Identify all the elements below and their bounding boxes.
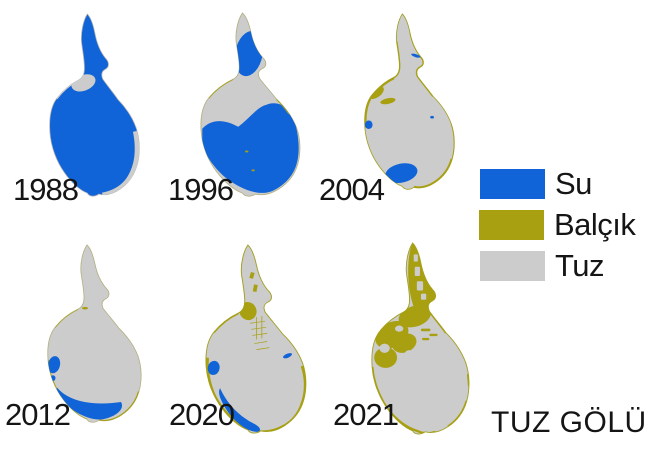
year-label-2004: 2004 [319,172,385,207]
lake-map-2020-graphic [205,244,307,434]
lake-map-2004-graphic [364,13,455,190]
legend-swatch-balcik [479,210,544,240]
year-label-2020: 2020 [169,397,235,432]
map-1996 [198,12,304,200]
year-label-2012: 2012 [5,397,71,432]
year-label-2021: 2021 [333,397,399,432]
map-2020 [203,244,310,437]
legend-item-su: Su [480,168,592,200]
map-1988 [47,13,143,200]
legend-item-balcik: Balçık [479,207,636,242]
map-2021 [369,242,473,438]
legend-label-tuz: Tuz [555,248,605,283]
lake-map-2021-graphic [371,242,470,435]
map-2004 [362,13,458,193]
map-2012 [45,244,145,426]
page-title: TUZ GÖLÜ [491,406,647,439]
year-label-1988: 1988 [13,172,79,207]
year-label-1996: 1996 [168,172,234,207]
legend-label-balcik: Balçık [554,207,636,242]
legend-swatch-tuz [480,251,545,281]
legend-swatch-su [480,169,545,199]
lake-map-2012-graphic [47,244,142,423]
lake-map-1996-graphic [200,12,301,197]
legend-label-su: Su [555,166,592,201]
legend-item-tuz: Tuz [480,248,605,283]
lake-map-1988-graphic [49,13,140,197]
